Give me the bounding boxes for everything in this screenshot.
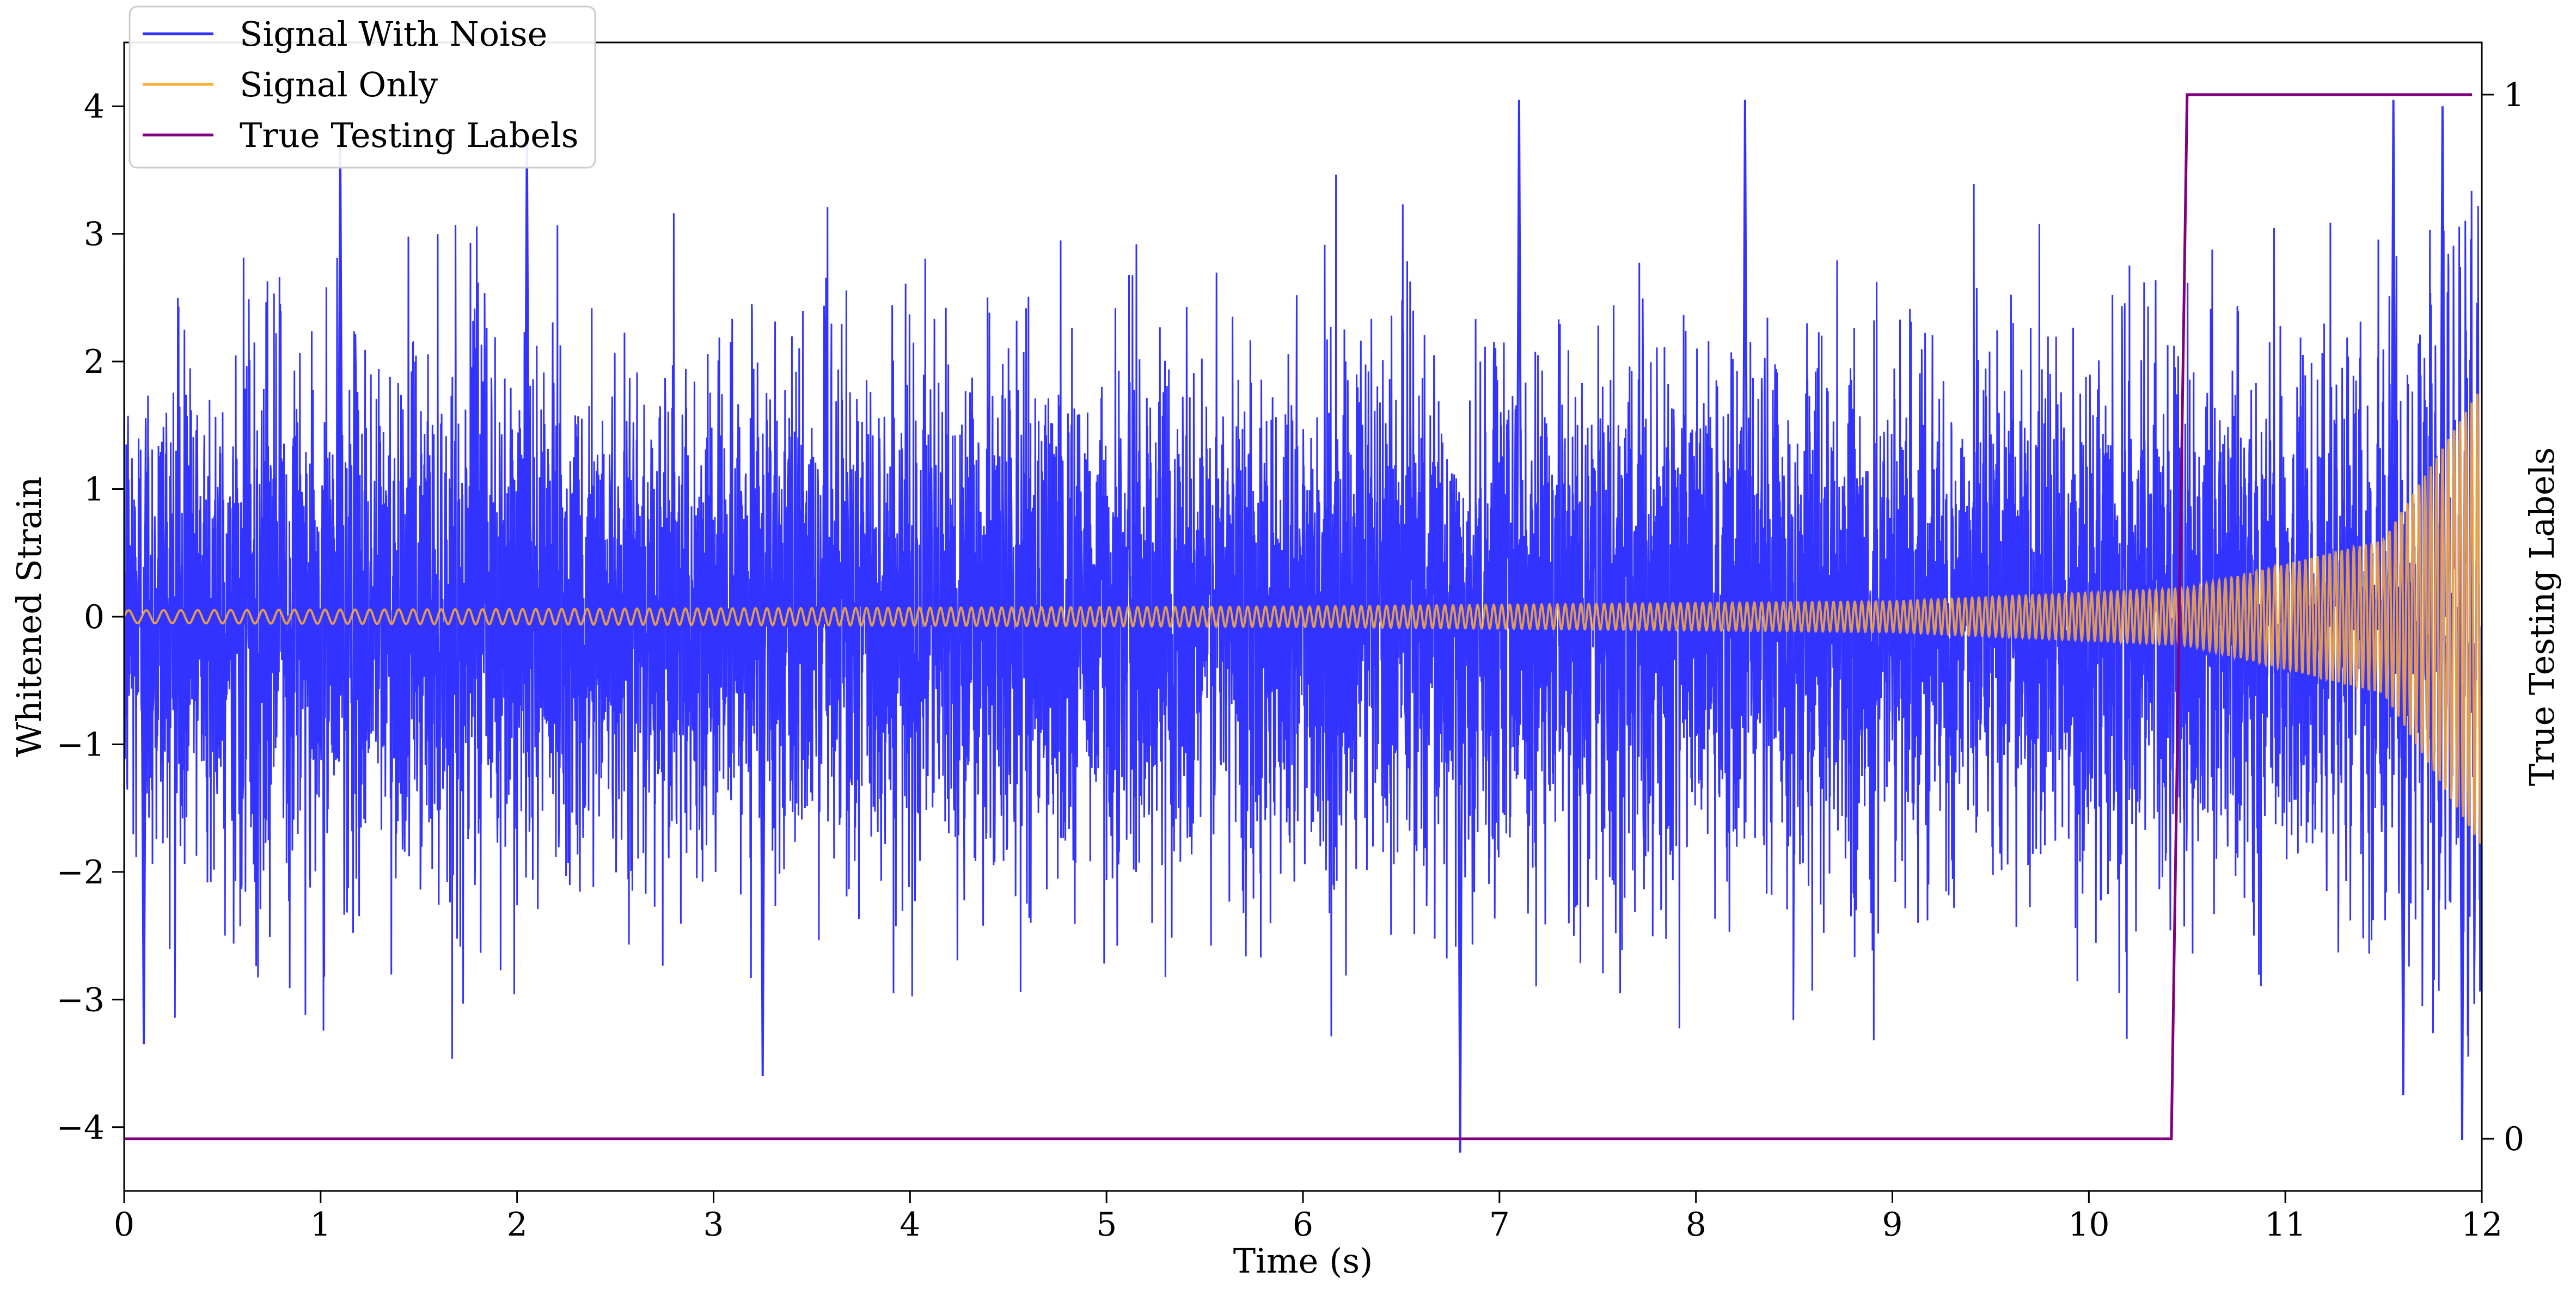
- x-tick-label: 9: [1882, 1206, 1902, 1244]
- y-tick-label: −4: [57, 1109, 105, 1147]
- x-tick-label: 8: [1686, 1206, 1706, 1244]
- x-tick-label: 5: [1096, 1206, 1117, 1244]
- series-true-testing-labels: [124, 93, 2472, 1140]
- x-tick-label: 11: [2265, 1206, 2306, 1244]
- series-signal-with-noise: [124, 174, 2482, 1060]
- y-tick-label: 3: [84, 216, 105, 254]
- y2-tick-label: 0: [2504, 1120, 2524, 1158]
- noise-spike: [2390, 100, 2397, 617]
- legend: Signal With Noise Signal Only True Testi…: [129, 5, 596, 169]
- x-tick-label: 10: [2068, 1206, 2109, 1244]
- series-signal-only: [124, 394, 2482, 844]
- y2-axis-label: True Testing Labels: [2522, 447, 2562, 787]
- x-axis: 0 1 2 3 4 5 6 7 8 9 10 11 12: [114, 1191, 2502, 1244]
- x-axis-label: Time (s): [1233, 1241, 1373, 1281]
- noise-spike: [1515, 100, 1522, 617]
- legend-label-true-testing-labels: True Testing Labels: [240, 115, 579, 155]
- y-tick-label: −3: [57, 981, 105, 1019]
- y-tick-label: −2: [57, 853, 105, 892]
- y-tick-label: −1: [57, 726, 105, 764]
- x-tick-label: 3: [703, 1206, 724, 1244]
- legend-label-signal-with-noise: Signal With Noise: [240, 14, 547, 54]
- x-tick-label: 1: [310, 1206, 331, 1244]
- x-tick-label: 4: [900, 1206, 920, 1244]
- y-axis-left: −4 −3 −2 −1 0 1 2 3 4: [57, 88, 124, 1147]
- y-tick-label: 0: [84, 598, 105, 636]
- legend-label-signal-only: Signal Only: [240, 65, 438, 105]
- y-tick-label: 1: [84, 471, 105, 509]
- x-tick-label: 0: [114, 1206, 134, 1244]
- noise-spike: [2439, 106, 2446, 617]
- noise-spike: [1741, 100, 1748, 617]
- x-tick-label: 7: [1489, 1206, 1510, 1244]
- y2-tick-label: 1: [2504, 76, 2524, 114]
- x-tick-label: 6: [1293, 1206, 1313, 1244]
- y-tick-label: 2: [84, 343, 105, 381]
- y-axis-right: 01: [2482, 76, 2524, 1158]
- legend-box: [129, 5, 596, 169]
- y-tick-label: 4: [84, 88, 105, 126]
- x-tick-label: 2: [507, 1206, 528, 1244]
- noise-spike: [759, 616, 766, 1077]
- y-axis-label: Whitened Strain: [9, 477, 49, 757]
- x-tick-label: 12: [2461, 1206, 2502, 1244]
